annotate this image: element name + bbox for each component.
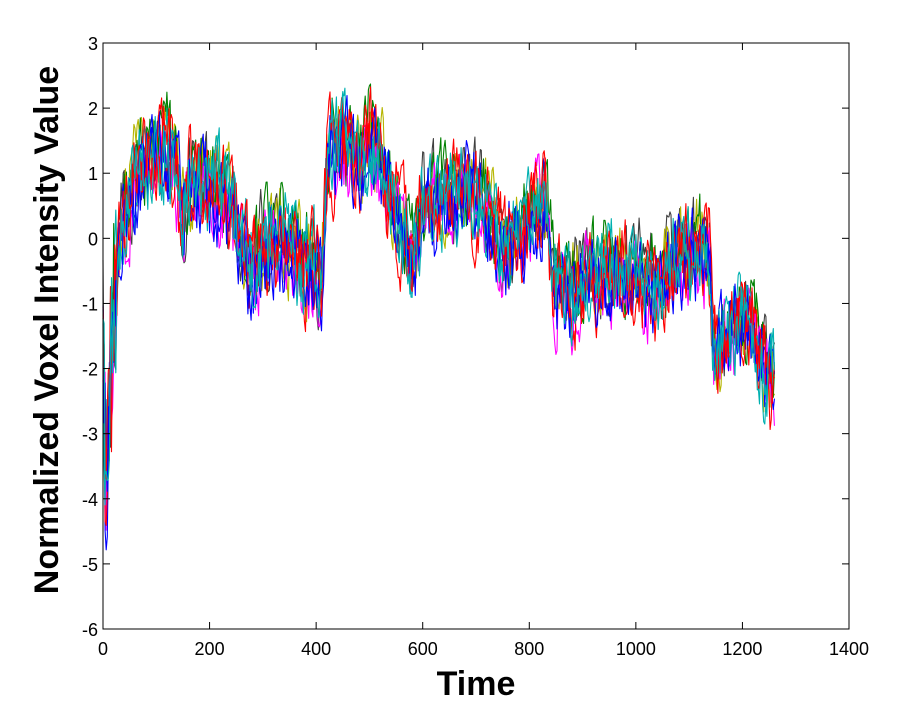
y-tick-label: 1 xyxy=(88,164,98,184)
y-tick-label: 0 xyxy=(88,229,98,249)
y-axis-label: Normalized Voxel Intensity Value xyxy=(28,66,66,594)
y-tick-label: -3 xyxy=(82,425,98,445)
y-tick-label: -2 xyxy=(82,360,98,380)
plot-lines xyxy=(102,83,775,551)
y-tick-label: -4 xyxy=(82,490,98,510)
y-axis: -6 -5 -4 -3 -2 -1 0 1 2 3 xyxy=(82,34,849,640)
y-tick-label: -5 xyxy=(82,555,98,575)
series-line xyxy=(102,86,775,480)
x-axis-label: Time xyxy=(437,665,516,703)
x-tick-label: 0 xyxy=(98,639,108,659)
y-tick-label: 2 xyxy=(88,99,98,119)
y-tick-label: -1 xyxy=(82,294,98,314)
y-tick-label: 3 xyxy=(88,34,98,54)
x-tick-label: 1000 xyxy=(616,639,656,659)
x-tick-label: 200 xyxy=(195,639,225,659)
y-tick-label: -6 xyxy=(82,620,98,640)
x-tick-label: 600 xyxy=(408,639,438,659)
x-tick-label: 400 xyxy=(301,639,331,659)
plot-frame xyxy=(102,42,850,630)
series-line xyxy=(102,91,775,482)
x-tick-label: 1400 xyxy=(829,639,869,659)
x-tick-label: 800 xyxy=(514,639,544,659)
x-tick-label: 1200 xyxy=(722,639,762,659)
x-axis: 0 200 400 600 800 1000 1200 1400 xyxy=(98,43,869,659)
